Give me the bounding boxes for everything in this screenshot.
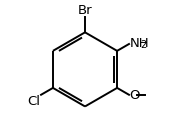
Text: O: O <box>130 89 140 102</box>
Text: 2: 2 <box>140 40 146 50</box>
Text: Br: Br <box>78 4 92 17</box>
Text: Cl: Cl <box>27 95 40 108</box>
Text: NH: NH <box>130 37 149 50</box>
